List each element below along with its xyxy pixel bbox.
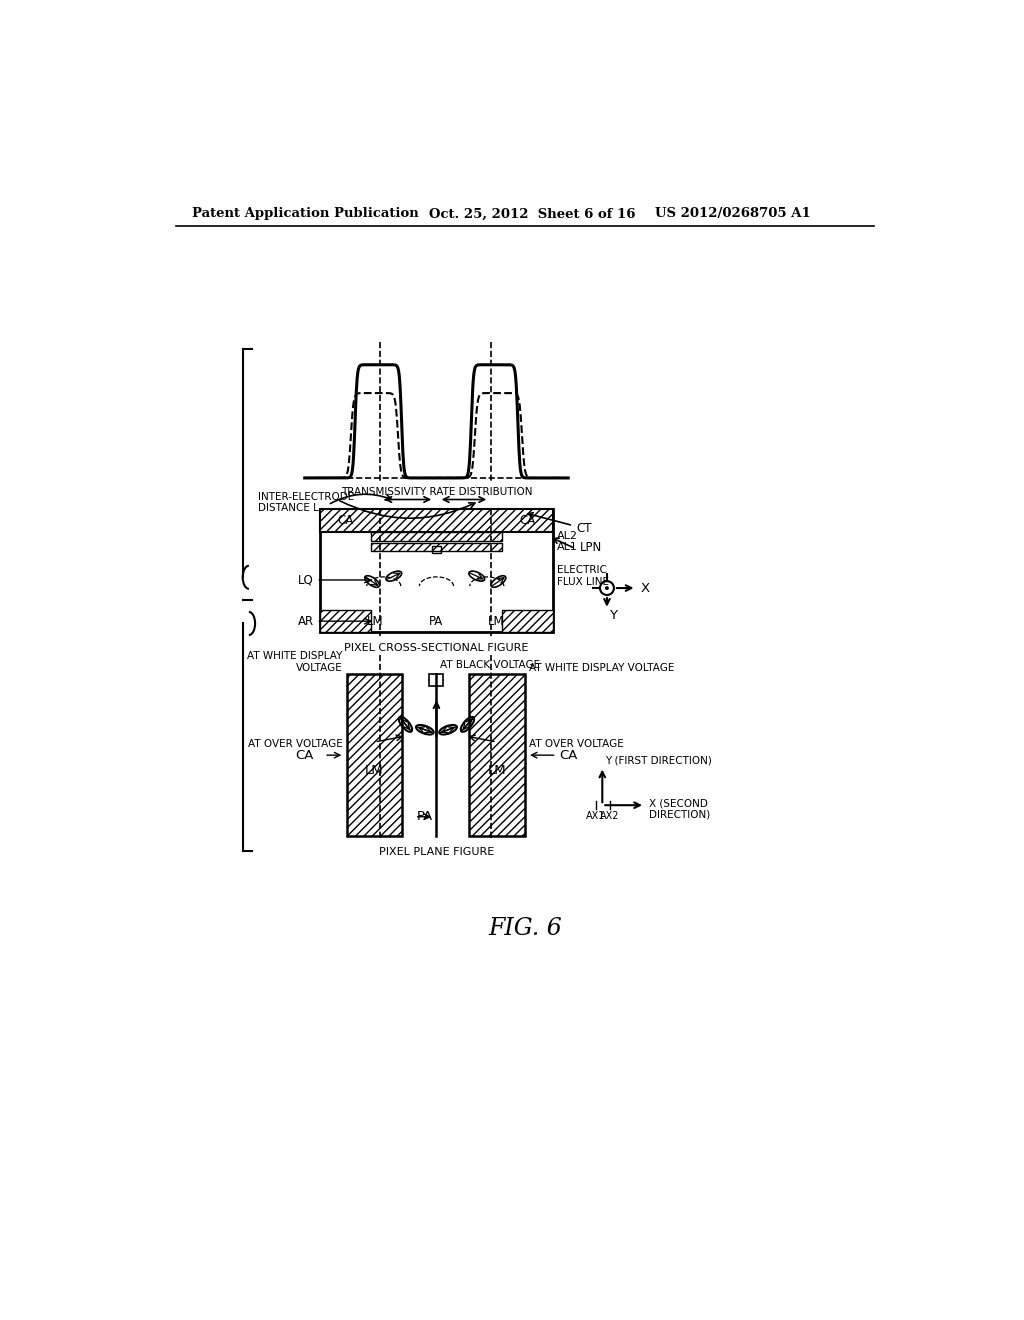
Text: LM: LM — [487, 764, 506, 777]
Text: X (SECOND
DIRECTION): X (SECOND DIRECTION) — [649, 799, 710, 820]
Bar — [432, 545, 441, 553]
Bar — [371, 532, 503, 541]
Bar — [503, 610, 553, 632]
Text: INTER-ELECTRODE
DISTANCE L: INTER-ELECTRODE DISTANCE L — [258, 492, 354, 513]
Bar — [321, 610, 371, 632]
Bar — [321, 508, 553, 632]
Text: Y (FIRST DIRECTION): Y (FIRST DIRECTION) — [604, 755, 712, 766]
Text: CA: CA — [559, 748, 578, 762]
Text: Y: Y — [609, 609, 617, 622]
Text: PA: PA — [417, 810, 432, 824]
Text: AT BLACK VOLTAGE: AT BLACK VOLTAGE — [440, 660, 541, 671]
Text: CT: CT — [528, 512, 592, 535]
Text: AT OVER VOLTAGE: AT OVER VOLTAGE — [248, 739, 343, 748]
Circle shape — [605, 586, 609, 590]
Text: AL2: AL2 — [557, 532, 578, 541]
Text: LM: LM — [366, 764, 384, 777]
Text: LM: LM — [367, 615, 384, 628]
Text: LPN: LPN — [580, 541, 602, 554]
Text: AT WHITE DISPLAY
VOLTAGE: AT WHITE DISPLAY VOLTAGE — [248, 651, 343, 673]
Bar — [371, 544, 503, 552]
Text: LQ: LQ — [298, 573, 314, 586]
Text: CA: CA — [296, 748, 314, 762]
Text: FIG. 6: FIG. 6 — [487, 917, 562, 940]
Text: X: X — [640, 582, 649, 594]
Text: AR: AR — [298, 615, 314, 628]
Bar — [469, 675, 524, 836]
Text: AT OVER VOLTAGE: AT OVER VOLTAGE — [528, 739, 624, 748]
Text: US 2012/0268705 A1: US 2012/0268705 A1 — [655, 207, 811, 220]
Text: PIXEL CROSS-SECTIONAL FIGURE: PIXEL CROSS-SECTIONAL FIGURE — [344, 643, 528, 652]
Bar — [321, 508, 553, 532]
Text: PA: PA — [429, 615, 443, 628]
Text: AX2: AX2 — [600, 810, 620, 821]
Bar — [429, 675, 443, 686]
Text: AT WHITE DISPLAY VOLTAGE: AT WHITE DISPLAY VOLTAGE — [528, 663, 674, 673]
Text: PIXEL PLANE FIGURE: PIXEL PLANE FIGURE — [379, 847, 494, 857]
Text: Patent Application Publication: Patent Application Publication — [191, 207, 418, 220]
Text: Oct. 25, 2012  Sheet 6 of 16: Oct. 25, 2012 Sheet 6 of 16 — [429, 207, 635, 220]
Text: AL1: AL1 — [557, 543, 578, 552]
Text: LM: LM — [488, 615, 505, 628]
Text: ELECTRIC
FLUX LINE: ELECTRIC FLUX LINE — [557, 565, 608, 587]
Bar — [346, 675, 402, 836]
Text: CA: CA — [337, 513, 353, 527]
Text: TRANSMISSIVITY RATE DISTRIBUTION: TRANSMISSIVITY RATE DISTRIBUTION — [341, 487, 532, 498]
Text: CA: CA — [519, 513, 536, 527]
Text: AX1: AX1 — [587, 810, 606, 821]
